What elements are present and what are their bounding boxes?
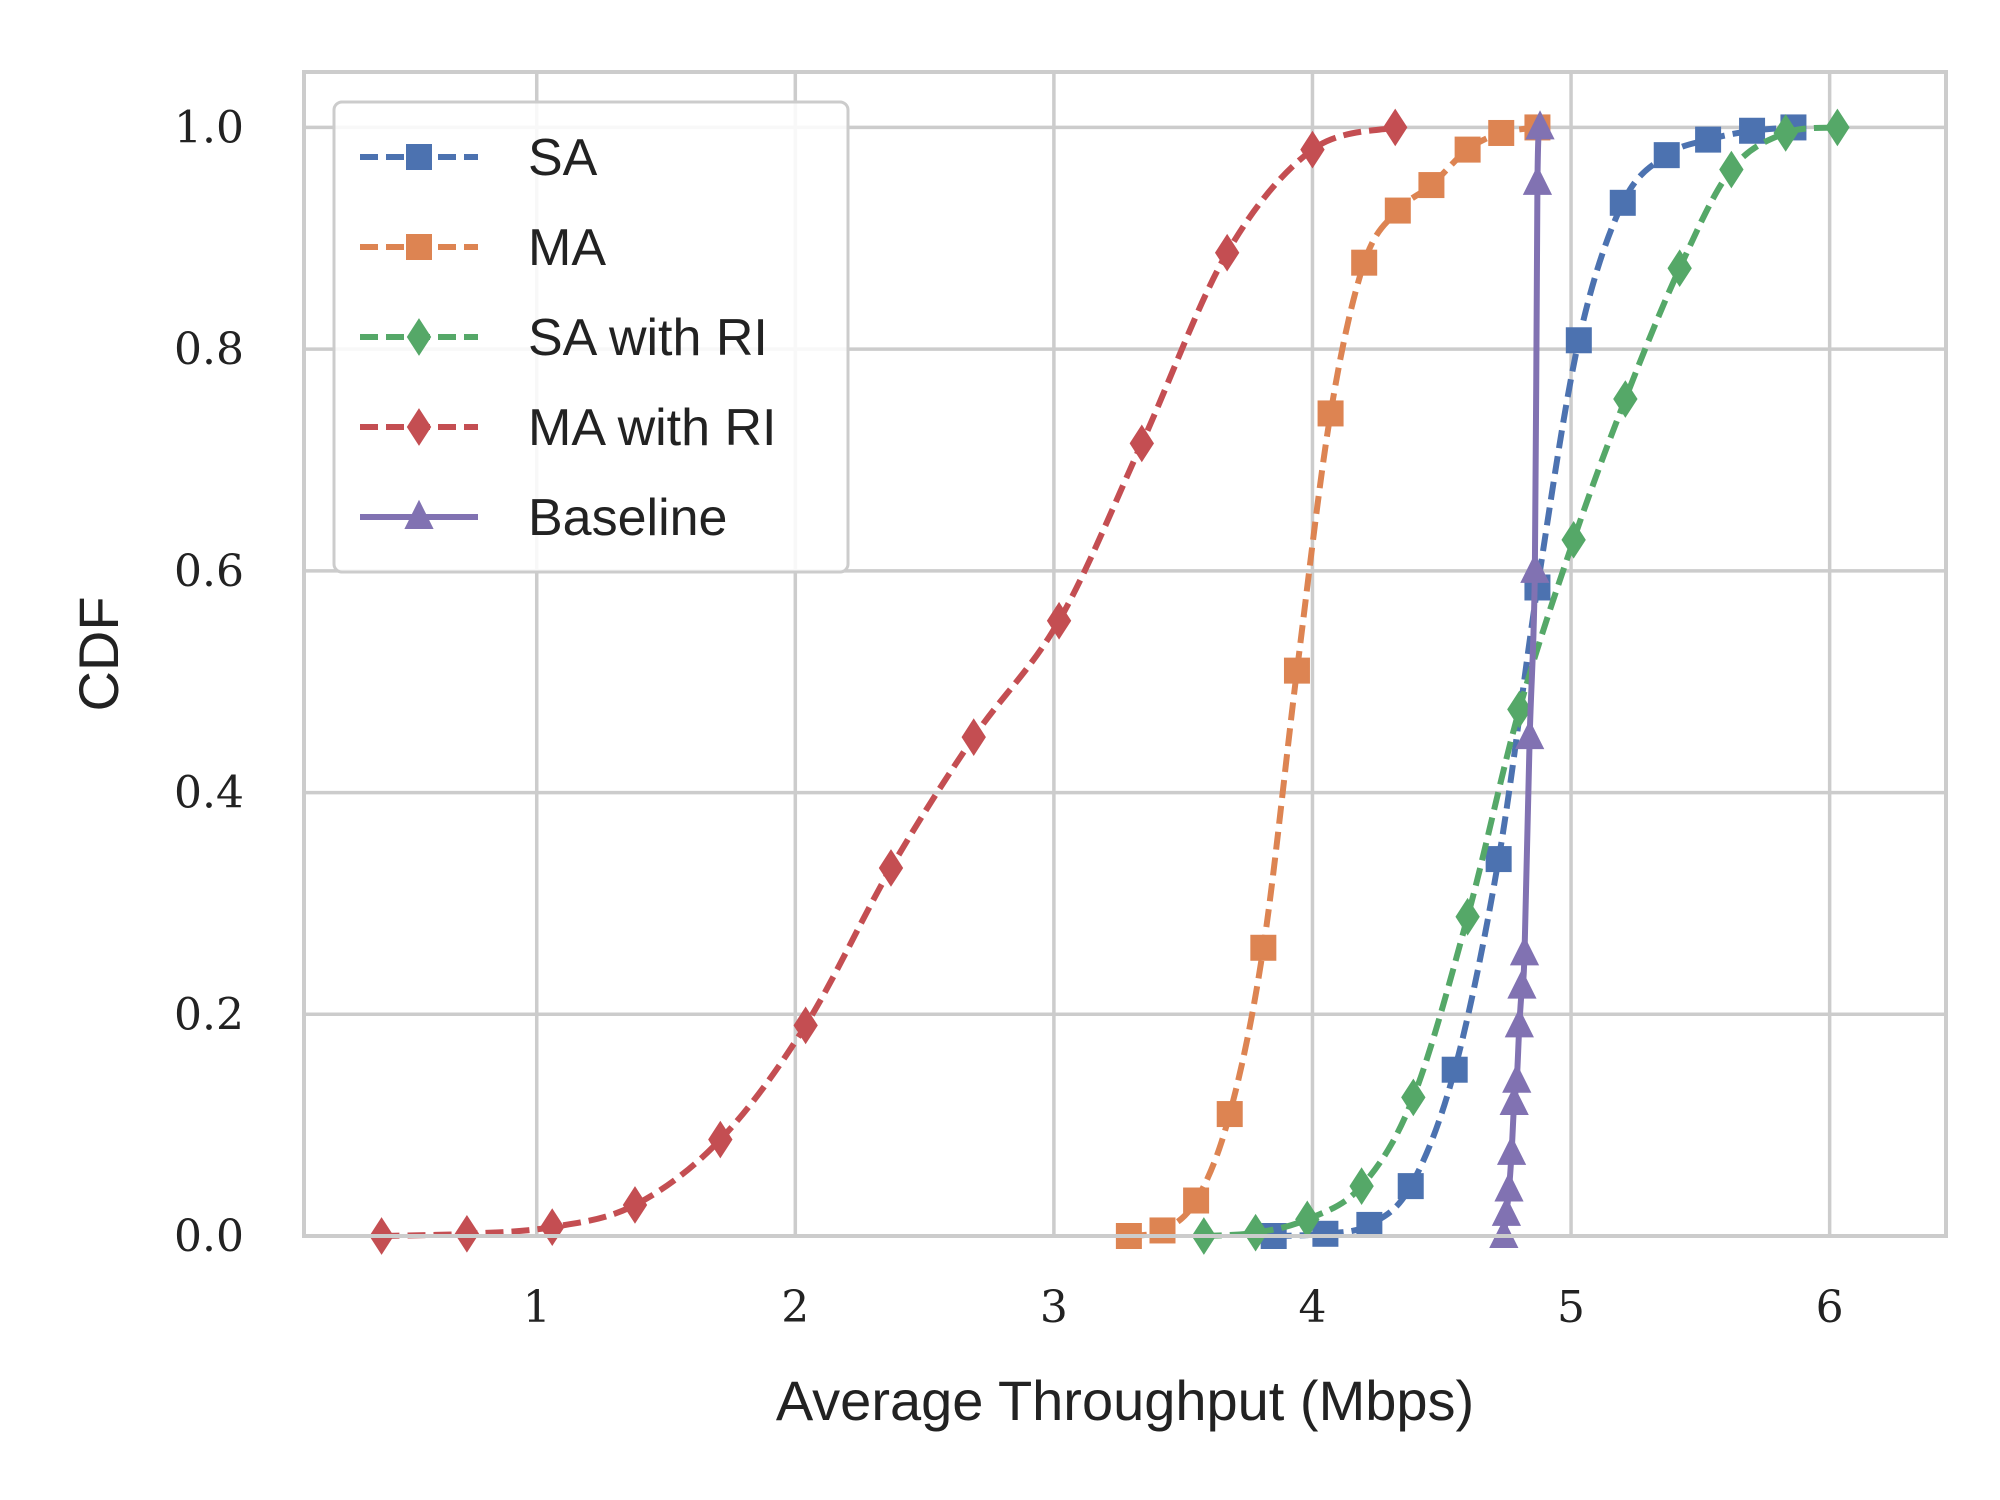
legend: SA MA SA with RI MA with RI Baseline (332, 100, 850, 574)
data-point (1515, 719, 1545, 750)
legend-entry: MA (360, 219, 606, 277)
data-point (1356, 1211, 1383, 1238)
legend-marker (406, 318, 432, 356)
data-point (1351, 249, 1378, 276)
data-point (1418, 172, 1445, 199)
data-point (793, 1006, 818, 1045)
legend-marker (406, 144, 432, 170)
legend-label: SA with RI (528, 309, 768, 367)
data-point (1504, 1008, 1534, 1038)
x-tick-label: 5 (1557, 1282, 1585, 1333)
x-axis-label: Average Throughput (Mbps) (776, 1369, 1474, 1432)
data-point (1149, 1217, 1176, 1244)
legend-label: MA (528, 219, 606, 277)
x-tick-label: 6 (1816, 1282, 1844, 1333)
data-point (1401, 1078, 1426, 1117)
data-point (961, 718, 986, 756)
data-point (1509, 936, 1540, 966)
data-point (1243, 1213, 1268, 1252)
data-point (1300, 130, 1325, 169)
x-tick-label: 2 (781, 1282, 809, 1333)
y-tick-label: 0.2 (174, 989, 244, 1040)
data-point (1499, 1085, 1529, 1115)
data-point (622, 1186, 648, 1224)
x-tick-label: 1 (523, 1282, 551, 1333)
series-line (381, 124, 1396, 1239)
data-point (1739, 117, 1766, 144)
series-4 (1489, 110, 1555, 1248)
data-point (1496, 1135, 1527, 1165)
data-point (1485, 846, 1512, 873)
y-tick-label: 0.8 (174, 324, 244, 375)
data-point (1441, 1056, 1468, 1083)
y-axis-label: CDF (67, 596, 130, 711)
data-point (1565, 327, 1592, 354)
x-tick-label: 3 (1040, 1282, 1068, 1333)
data-point (1046, 601, 1072, 640)
y-tick-label: 0.6 (174, 546, 244, 597)
data-point (1183, 1187, 1210, 1214)
data-point (708, 1120, 733, 1159)
legend-entry: Baseline (360, 489, 727, 547)
legend-label: Baseline (528, 489, 727, 547)
data-point (1455, 897, 1480, 936)
plot-series (369, 108, 1850, 1255)
data-point (1384, 197, 1411, 224)
data-point (878, 849, 904, 887)
legend-label: SA (528, 129, 598, 187)
data-point (1454, 136, 1481, 163)
y-tick-label: 0.0 (174, 1211, 244, 1262)
data-point (1283, 657, 1310, 684)
legend-marker (406, 408, 432, 446)
data-point (1317, 400, 1344, 427)
y-tick-label: 1.0 (174, 102, 244, 153)
y-tick-label: 0.4 (174, 768, 244, 819)
data-point (1491, 1196, 1522, 1226)
data-point (1825, 108, 1850, 147)
data-point (1488, 119, 1515, 146)
data-point (1216, 1101, 1243, 1128)
data-point (1609, 189, 1636, 216)
data-point (1719, 150, 1744, 189)
data-point (1653, 142, 1680, 169)
data-point (1494, 1172, 1524, 1202)
data-point (1502, 1063, 1532, 1093)
series-line (1203, 124, 1838, 1239)
legend-entry: SA (360, 129, 598, 187)
legend-label: MA with RI (528, 399, 777, 457)
data-point (1250, 934, 1277, 961)
data-point (454, 1214, 480, 1253)
series-line (1128, 124, 1538, 1239)
x-tick-label: 4 (1298, 1282, 1326, 1333)
data-point (1561, 520, 1586, 559)
data-point (1520, 553, 1550, 583)
data-point (1667, 249, 1692, 288)
data-point (1214, 233, 1240, 272)
tick-labels: 1 2 3 4 5 6 0.0 0.2 0.4 0.6 0.8 1.0 (174, 102, 1844, 1333)
data-point (1695, 126, 1722, 153)
data-point (1507, 690, 1532, 729)
data-point (1773, 114, 1798, 152)
plot-frame (302, 70, 1948, 1238)
legend-entry: MA with RI (360, 399, 777, 457)
data-point (1312, 1220, 1339, 1247)
data-point (1525, 110, 1555, 140)
data-point (1522, 165, 1553, 195)
legend-marker (406, 234, 432, 260)
data-point (1507, 969, 1537, 999)
data-point (1349, 1167, 1374, 1205)
series-3 (369, 108, 1408, 1255)
legend-box (332, 100, 850, 574)
data-point (1613, 380, 1638, 418)
data-point (1397, 1173, 1424, 1200)
legend-entry: SA with RI (360, 309, 768, 367)
series-2 (1191, 108, 1850, 1255)
data-point (1129, 424, 1154, 463)
legend-marker (404, 499, 434, 529)
data-point (1383, 108, 1408, 147)
